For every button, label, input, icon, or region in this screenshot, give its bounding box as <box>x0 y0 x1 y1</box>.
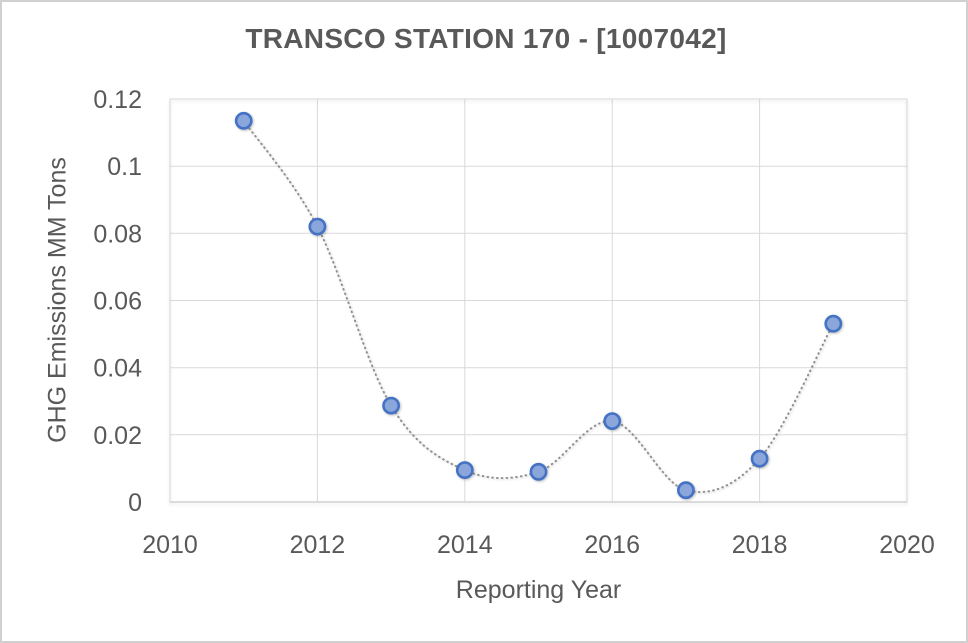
data-point-2011 <box>234 111 253 130</box>
data-point-2017 <box>677 481 695 500</box>
plot-border <box>169 98 908 503</box>
data-point-2019 <box>824 314 843 333</box>
x-tick-label: 2020 <box>879 531 935 559</box>
data-point-2016 <box>603 412 622 430</box>
data-point-2013 <box>382 396 400 415</box>
y-tick-label: 0.06 <box>93 288 142 316</box>
data-point-2014 <box>455 461 474 479</box>
data-point-2015 <box>529 462 548 481</box>
data-point-2012 <box>308 217 327 236</box>
y-tick-label: 0.12 <box>93 86 142 114</box>
x-axis-title: Reporting Year <box>455 576 622 604</box>
y-tick-label: 0.02 <box>93 422 142 450</box>
x-tick-label: 2016 <box>584 531 640 559</box>
x-tick-label: 2012 <box>290 531 346 559</box>
y-tick-label: 0 <box>128 489 142 517</box>
data-point-2018 <box>750 449 769 468</box>
chart-title: TRANSCO STATION 170 - [1007042] <box>245 23 727 54</box>
y-tick-label: 0.1 <box>107 153 142 181</box>
x-tick-label: 2014 <box>437 531 493 559</box>
x-tick-label: 2010 <box>142 531 198 559</box>
y-tick-label: 0.04 <box>93 355 142 383</box>
series-line <box>242 119 835 494</box>
y-tick-label: 0.08 <box>93 220 142 248</box>
x-tick-label: 2018 <box>732 531 788 559</box>
